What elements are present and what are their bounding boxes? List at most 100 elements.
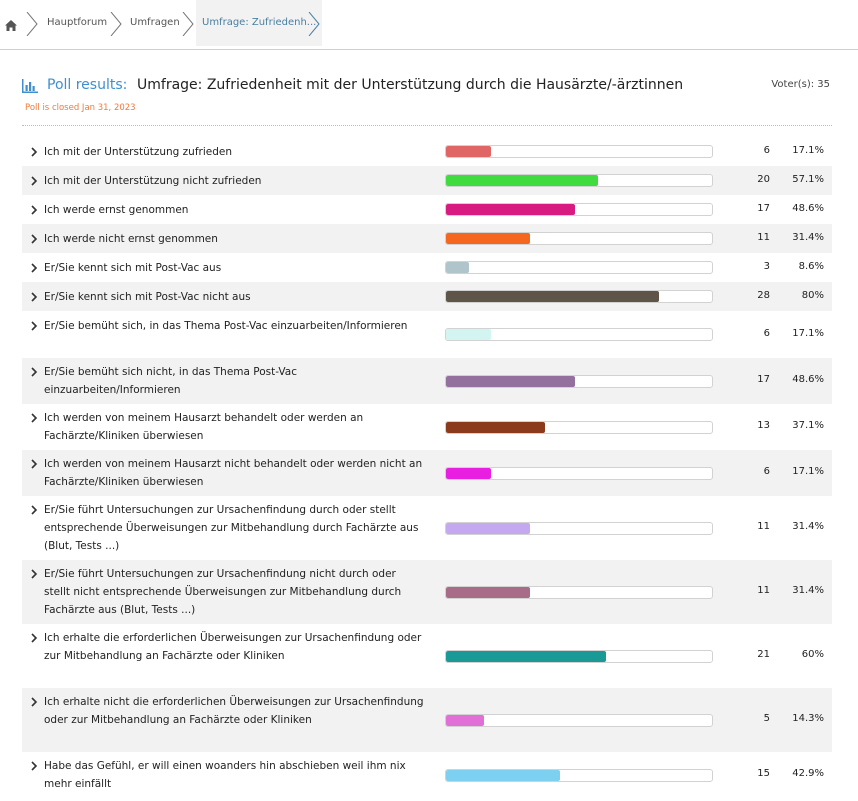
poll-option-bar	[445, 650, 713, 663]
poll-option-bar-fill	[446, 376, 575, 387]
poll-header: Poll results: Umfrage: Zufriedenheit mit…	[22, 76, 832, 126]
poll-option-row[interactable]: Ich werden von meinem Hausarzt nicht beh…	[22, 450, 832, 496]
poll-option-text: Ich werden von meinem Hausarzt nicht beh…	[44, 458, 423, 488]
home-icon[interactable]	[5, 16, 17, 31]
poll-option-bar	[445, 203, 713, 216]
poll-option-percent: 48.6%	[792, 203, 824, 214]
poll-option-row[interactable]: Er/Sie führt Untersuchungen zur Ursachen…	[22, 560, 832, 624]
poll-option-percent: 80%	[801, 290, 824, 301]
poll-option-percent: 42.9%	[792, 768, 824, 779]
poll-option-bar-fill	[446, 233, 530, 244]
chevron-right-icon[interactable]	[30, 761, 38, 771]
poll-option-text: Ich mit der Unterstützung zufrieden	[44, 146, 232, 158]
poll-option-text: Er/Sie kennt sich mit Post-Vac nicht aus	[44, 291, 251, 303]
poll-option-votes: 11	[757, 585, 770, 596]
chevron-right-icon[interactable]	[30, 367, 38, 377]
poll-option-row[interactable]: Er/Sie kennt sich mit Post-Vac nicht aus…	[22, 282, 832, 311]
poll-option-row[interactable]: Ich mit der Unterstützung nicht zufriede…	[22, 166, 832, 195]
poll-option-text: Ich werden von meinem Hausarzt behandelt…	[44, 412, 364, 442]
poll-option-row[interactable]: Ich mit der Unterstützung zufrieden 6 17.1…	[22, 137, 832, 166]
chevron-right-icon[interactable]	[30, 569, 38, 579]
poll-option-text: Er/Sie führt Untersuchungen zur Ursachen…	[44, 568, 402, 616]
poll-option-bar	[445, 290, 713, 303]
poll-option-votes: 21	[757, 649, 770, 660]
poll-option-text: Ich werde ernst genommen	[44, 204, 189, 216]
poll-option-text: Ich erhalte die erforderlichen Überweisu…	[44, 632, 422, 662]
chevron-right-icon[interactable]	[30, 263, 38, 273]
poll-option-bar	[445, 375, 713, 388]
poll-option-bar-fill	[446, 523, 530, 534]
chevron-right-icon[interactable]	[30, 205, 38, 215]
poll-option-votes: 28	[757, 290, 770, 301]
poll-option-votes: 20	[757, 174, 770, 185]
poll-option-bar	[445, 769, 713, 782]
poll-option-bar-fill	[446, 146, 491, 157]
chevron-right-icon[interactable]	[30, 633, 38, 643]
poll-option-votes: 6	[763, 328, 770, 339]
poll-option-bar-fill	[446, 651, 606, 662]
chevron-right-icon[interactable]	[30, 413, 38, 423]
breadcrumb-item-umfragen[interactable]: Umfragen	[130, 17, 180, 28]
poll-option-percent: 57.1%	[792, 174, 824, 185]
poll-option-votes: 17	[757, 203, 770, 214]
poll-option-row[interactable]: Ich erhalte nicht die erforderlichen Übe…	[22, 688, 832, 752]
voter-count: Voter(s): 35	[771, 79, 830, 90]
poll-option-row[interactable]: Er/Sie führt Untersuchungen zur Ursachen…	[22, 496, 832, 560]
chevron-right-icon[interactable]	[30, 505, 38, 515]
poll-option-votes: 3	[763, 261, 770, 272]
poll-option-bar-fill	[446, 262, 469, 273]
poll-option-percent: 60%	[801, 649, 824, 660]
chevron-right-icon[interactable]	[30, 321, 38, 331]
poll-option-votes: 11	[757, 521, 770, 532]
poll-option-bar	[445, 421, 713, 434]
chevron-right-icon[interactable]	[30, 147, 38, 157]
poll-option-bar-fill	[446, 715, 484, 726]
poll-option-bar	[445, 145, 713, 158]
poll-closed-notice: Poll is closed Jan 31, 2023	[25, 103, 136, 113]
poll-option-text: Er/Sie kennt sich mit Post-Vac aus	[44, 262, 222, 274]
chevron-right-icon[interactable]	[30, 234, 38, 244]
poll-option-row[interactable]: Ich werden von meinem Hausarzt behandelt…	[22, 404, 832, 450]
breadcrumb-item-current[interactable]: Umfrage: Zufriedenh...	[196, 0, 323, 46]
poll-option-row[interactable]: Er/Sie bemüht sich, in das Thema Post-Va…	[22, 311, 832, 358]
poll-option-bar	[445, 522, 713, 535]
chevron-right-icon[interactable]	[30, 292, 38, 302]
poll-option-percent: 17.1%	[792, 466, 824, 477]
breadcrumb-item-hauptforum[interactable]: Hauptforum	[47, 17, 108, 28]
poll-option-row[interactable]: Er/Sie bemüht sich nicht, in das Thema P…	[22, 358, 832, 404]
chevron-right-icon[interactable]	[30, 459, 38, 469]
poll-option-text: Er/Sie bemüht sich, in das Thema Post-Va…	[44, 320, 408, 332]
poll-option-bar-fill	[446, 175, 598, 186]
chevron-right-icon[interactable]	[30, 697, 38, 707]
poll-option-row[interactable]: Ich werde nicht ernst genommen 11 31.4%	[22, 224, 832, 253]
poll-option-row[interactable]: Er/Sie kennt sich mit Post-Vac aus 3 8.6%	[22, 253, 832, 282]
poll-option-bar-fill	[446, 770, 560, 781]
breadcrumb-separator-icon	[308, 12, 320, 36]
poll-option-text: Er/Sie bemüht sich nicht, in das Thema P…	[44, 366, 297, 396]
poll-option-bar-fill	[446, 468, 491, 479]
poll-option-bar-fill	[446, 587, 530, 598]
poll-option-votes: 5	[763, 713, 770, 724]
breadcrumb-separator-icon	[110, 12, 122, 36]
poll-option-row[interactable]: Ich werde ernst genommen 17 48.6%	[22, 195, 832, 224]
poll-option-bar-fill	[446, 422, 545, 433]
poll-option-bar	[445, 174, 713, 187]
poll-option-percent: 17.1%	[792, 145, 824, 156]
poll-option-text: Ich mit der Unterstützung nicht zufriede…	[44, 175, 262, 187]
poll-option-text: Ich werde nicht ernst genommen	[44, 233, 218, 245]
poll-results-label: Poll results:	[47, 77, 128, 93]
poll-option-row[interactable]: Habe das Gefühl, er will einen woanders …	[22, 752, 832, 798]
poll-option-bar-fill	[446, 204, 575, 215]
poll-option-percent: 37.1%	[792, 420, 824, 431]
breadcrumb: Hauptforum Umfragen Umfrage: Zufriedenh.…	[0, 0, 858, 50]
chevron-right-icon[interactable]	[30, 176, 38, 186]
poll-option-percent: 8.6%	[798, 261, 824, 272]
poll-option-bar	[445, 586, 713, 599]
poll-option-text: Habe das Gefühl, er will einen woanders …	[44, 760, 406, 790]
poll-option-percent: 31.4%	[792, 585, 824, 596]
poll-option-percent: 17.1%	[792, 328, 824, 339]
poll-option-votes: 11	[757, 232, 770, 243]
poll-option-row[interactable]: Ich erhalte die erforderlichen Überweisu…	[22, 624, 832, 688]
poll-option-bar	[445, 467, 713, 480]
poll-option-percent: 48.6%	[792, 374, 824, 385]
